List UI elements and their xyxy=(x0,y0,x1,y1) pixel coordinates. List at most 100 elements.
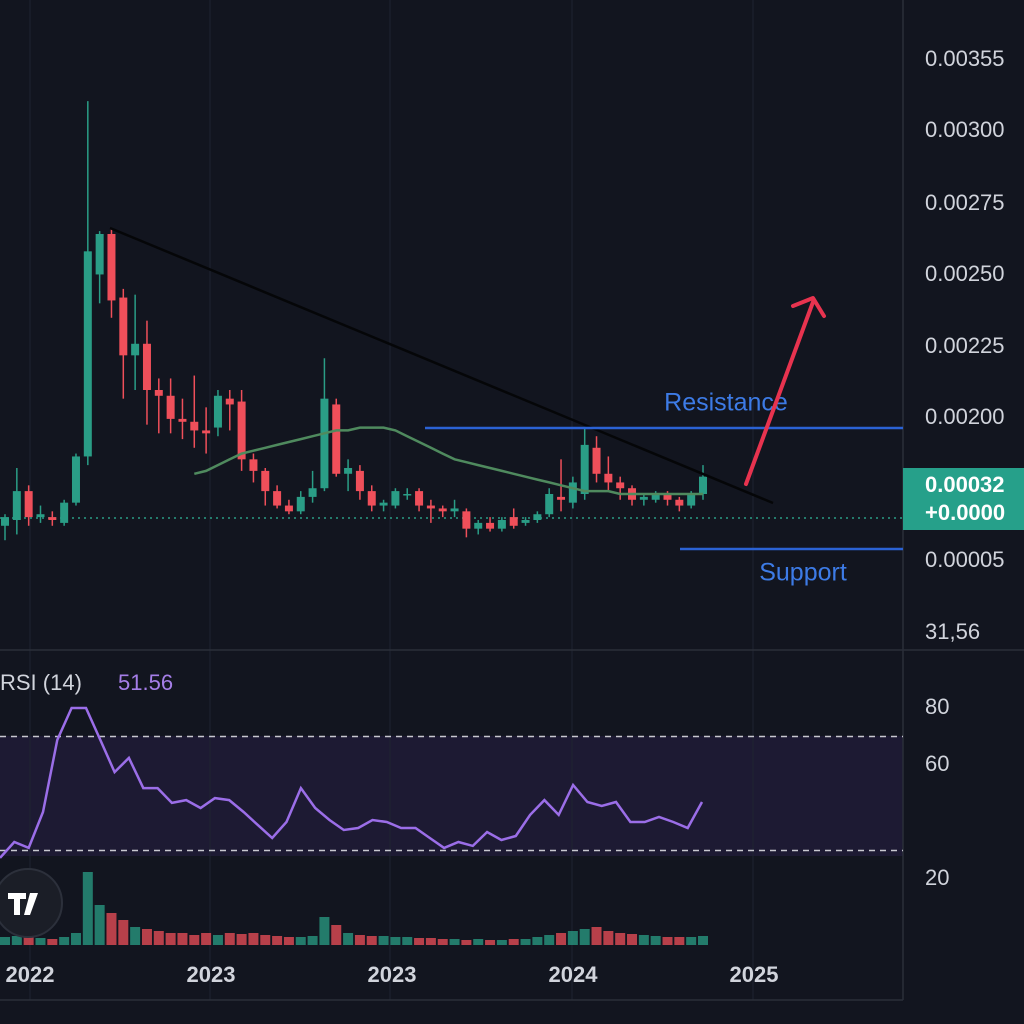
candle-body xyxy=(190,421,199,431)
candle-body xyxy=(379,502,388,506)
y-tick-label: 0.00300 xyxy=(925,117,1005,142)
volume-bar xyxy=(674,937,685,945)
candle-body xyxy=(237,401,246,460)
rsi-band-fill xyxy=(0,736,903,856)
moving-average xyxy=(194,426,703,496)
candle-body xyxy=(604,473,613,483)
y-tick-label: 0.00005 xyxy=(925,547,1005,572)
marks xyxy=(0,101,708,945)
y-tick-label: 0.00275 xyxy=(925,190,1005,215)
candle-body xyxy=(95,234,104,275)
rsi-tick-label: 60 xyxy=(925,751,949,776)
y-tick-label: 31,56 xyxy=(925,619,980,644)
candle-body xyxy=(24,491,33,518)
x-tick-label: 2023 xyxy=(368,962,417,987)
candle-body xyxy=(367,491,376,506)
candle-body xyxy=(166,395,175,419)
candle-body xyxy=(545,494,554,515)
volume-bar xyxy=(224,933,235,945)
candle-body xyxy=(415,491,424,506)
volume-bar xyxy=(118,920,129,945)
volume-bar xyxy=(485,940,496,945)
volume-bar xyxy=(307,936,318,945)
candle-body xyxy=(131,343,140,356)
candle-body xyxy=(12,491,21,520)
candle-body xyxy=(580,444,589,494)
volume-bar xyxy=(603,931,614,945)
volume-bar xyxy=(473,939,484,945)
candle-body xyxy=(474,522,483,529)
candle-body xyxy=(284,505,293,512)
y-tick-label: 0.00250 xyxy=(925,261,1005,286)
volume-bar xyxy=(698,936,708,945)
candle-body xyxy=(71,456,80,503)
resistance-label: Resistance xyxy=(664,389,788,417)
volume-bar xyxy=(212,935,223,945)
volume-bar xyxy=(177,933,188,945)
candle-body xyxy=(509,517,518,526)
x-tick-label: 2022 xyxy=(6,962,55,987)
y-tick-label: 0.00355 xyxy=(925,46,1005,71)
volume-bar xyxy=(615,933,626,945)
volume-bar xyxy=(686,937,697,945)
volume-bar xyxy=(402,937,413,945)
candle-body xyxy=(308,488,317,497)
volume-bar xyxy=(591,927,602,945)
logo-mark xyxy=(8,893,38,915)
candle-body xyxy=(533,514,542,520)
volume-bar xyxy=(449,939,460,945)
volume-bar xyxy=(638,935,649,945)
candle-body xyxy=(142,343,151,390)
candle-body xyxy=(213,395,222,428)
volume-bar xyxy=(23,937,34,945)
volume-bar xyxy=(82,872,93,945)
support-label: Support xyxy=(759,559,847,587)
candle-body xyxy=(557,496,566,500)
volume-bar xyxy=(201,933,212,945)
volume-bar xyxy=(106,913,117,945)
candle-body xyxy=(261,470,270,492)
volume-bar xyxy=(567,931,578,945)
candle-body xyxy=(426,505,435,509)
candle-body xyxy=(355,470,364,492)
volume-bar xyxy=(343,933,354,945)
arrow xyxy=(744,296,826,486)
volume-bar xyxy=(354,935,365,945)
candle-body xyxy=(592,447,601,474)
candle-body xyxy=(249,459,258,471)
candle-body xyxy=(344,468,353,474)
candle-body xyxy=(48,517,57,520)
candle-body xyxy=(450,508,459,512)
candle-body xyxy=(616,482,625,489)
candle-body xyxy=(60,502,69,523)
price-box xyxy=(903,468,1024,530)
candle-body xyxy=(699,476,707,494)
y-tick-label: 0.00200 xyxy=(925,404,1005,429)
volume-bar xyxy=(295,937,306,945)
candle-body xyxy=(119,297,128,356)
rsi-line xyxy=(0,706,704,859)
candle-body xyxy=(663,494,672,500)
volume-bar xyxy=(627,934,638,945)
candle-body xyxy=(403,494,412,496)
candle-body xyxy=(438,508,447,512)
volume-bar xyxy=(532,937,543,945)
volume-bar xyxy=(331,925,342,945)
rsi-value: 51.56 xyxy=(118,670,173,695)
x-tick-label: 2025 xyxy=(730,962,779,987)
volume-bar xyxy=(11,936,22,945)
volume-bar xyxy=(437,939,448,945)
volume-bar xyxy=(496,940,507,945)
volume-bar xyxy=(70,933,81,945)
volume-bar xyxy=(366,936,377,945)
candle-body xyxy=(107,234,116,301)
volume-bar xyxy=(35,938,46,945)
y-tick-label: 0.00225 xyxy=(925,333,1005,358)
volume-bar xyxy=(520,939,531,945)
trend-line xyxy=(109,226,774,505)
rsi-title: RSI (14) xyxy=(0,670,82,695)
logo xyxy=(0,868,63,938)
candle-body xyxy=(273,491,282,506)
candle-body xyxy=(497,520,506,529)
volume-bar xyxy=(461,940,472,945)
